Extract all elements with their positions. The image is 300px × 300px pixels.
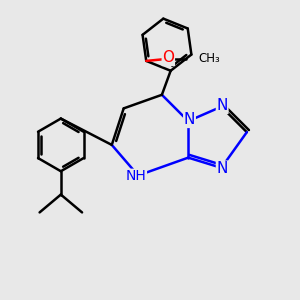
- Text: CH₃: CH₃: [198, 52, 220, 65]
- Text: NH: NH: [126, 169, 146, 183]
- Text: N: N: [217, 161, 228, 176]
- Text: N: N: [217, 98, 228, 113]
- Text: N: N: [184, 112, 195, 128]
- Text: O: O: [162, 50, 174, 65]
